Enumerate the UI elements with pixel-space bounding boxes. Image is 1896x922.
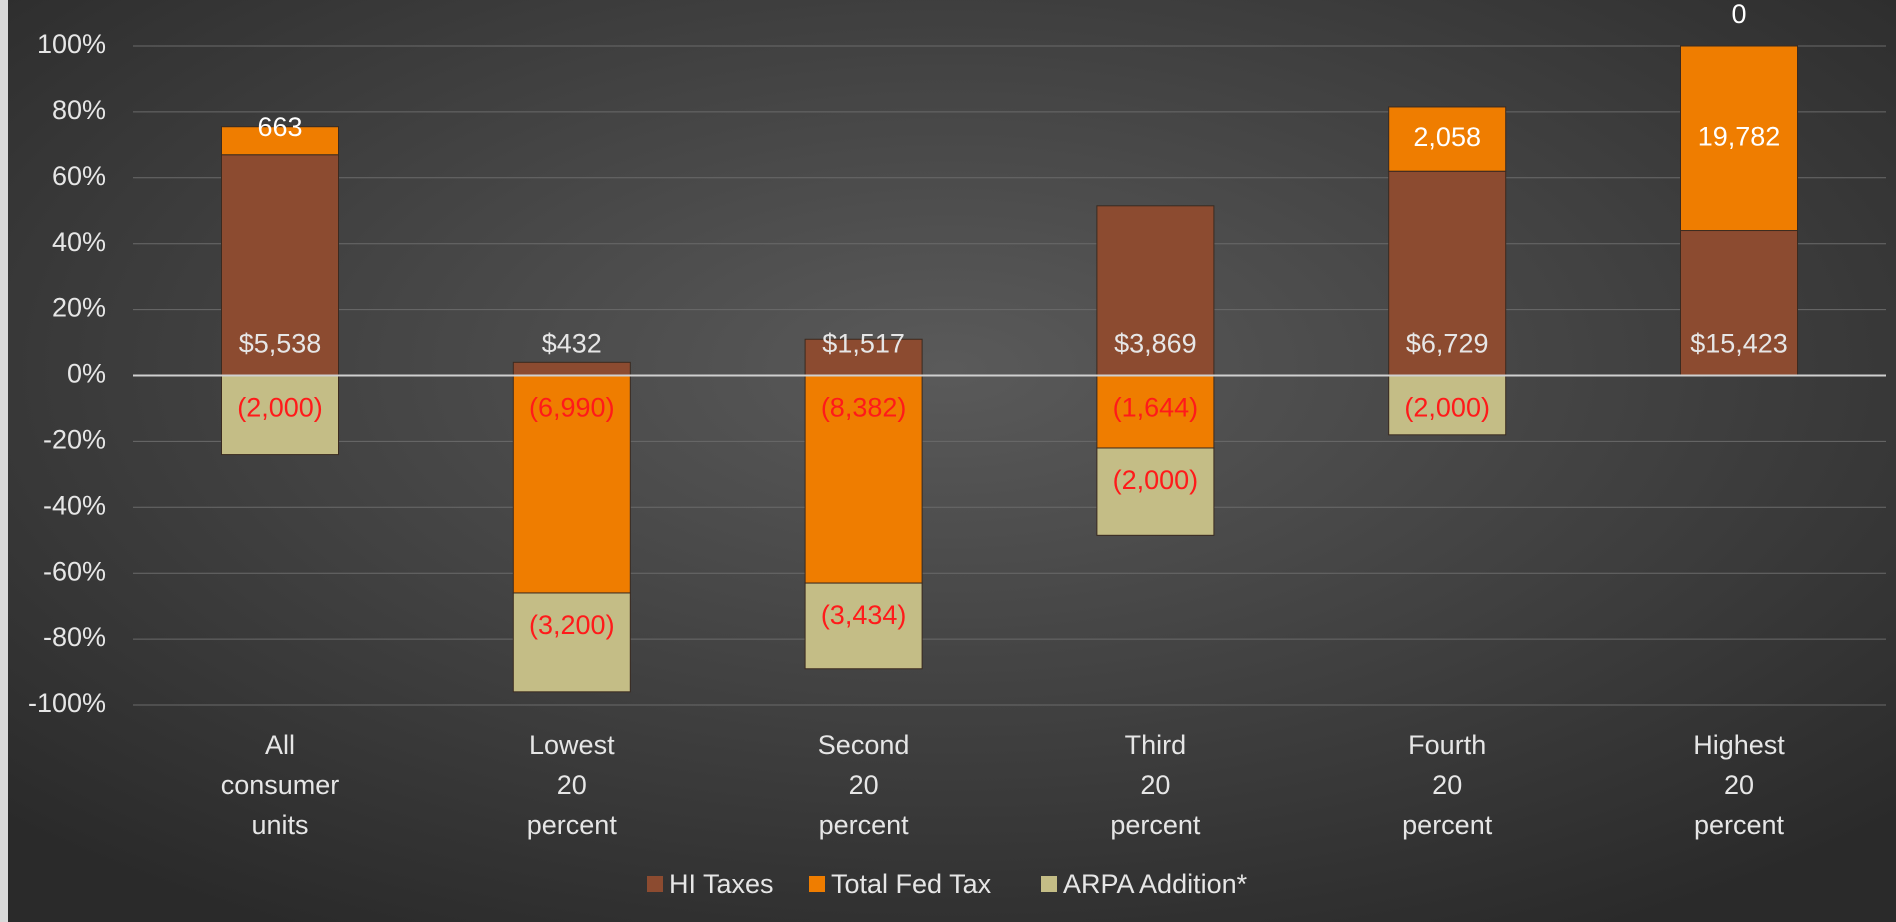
data-label: (1,644) bbox=[1113, 393, 1199, 423]
legend-swatch bbox=[647, 876, 663, 892]
bar-segment bbox=[1096, 447, 1215, 536]
legend-label: HI Taxes bbox=[669, 869, 774, 899]
data-label: $3,869 bbox=[1114, 329, 1197, 359]
bar-segment bbox=[512, 375, 631, 594]
bar-segment bbox=[221, 126, 339, 156]
bar-segment bbox=[512, 361, 631, 377]
x-tick-label: Fourth 20 percent bbox=[1402, 730, 1493, 840]
bar-segment bbox=[221, 154, 339, 376]
data-label: $15,423 bbox=[1690, 329, 1788, 359]
y-tick-label: 80% bbox=[52, 95, 106, 125]
bar-segment bbox=[804, 375, 923, 584]
data-label: (8,382) bbox=[821, 393, 907, 423]
bar-segment bbox=[1096, 375, 1215, 449]
bar-segment bbox=[1680, 45, 1798, 232]
bar-segment bbox=[804, 582, 923, 670]
data-label: (3,200) bbox=[529, 610, 615, 640]
data-label: $432 bbox=[542, 329, 602, 359]
data-label: $1,517 bbox=[822, 329, 905, 359]
y-tick-label: 0% bbox=[67, 359, 106, 389]
bar-segment bbox=[512, 592, 631, 693]
data-label: $6,729 bbox=[1406, 329, 1489, 359]
y-tick-label: -20% bbox=[43, 425, 106, 455]
x-tick-label: Highest 20 percent bbox=[1693, 730, 1785, 840]
y-tick-label: -100% bbox=[28, 688, 106, 718]
bar-segment bbox=[1096, 205, 1215, 376]
y-tick-label: 20% bbox=[52, 293, 106, 323]
bar-segment bbox=[804, 338, 923, 377]
x-tick-label: Lowest 20 percent bbox=[527, 730, 618, 840]
data-label: 2,058 bbox=[1413, 122, 1481, 152]
x-tick-label: All consumer units bbox=[221, 730, 340, 840]
x-tick-label: Second 20 percent bbox=[818, 730, 910, 840]
data-label: $5,538 bbox=[239, 329, 322, 359]
bar-segment bbox=[1388, 106, 1507, 172]
legend-swatch bbox=[1041, 876, 1057, 892]
data-label: 19,782 bbox=[1698, 121, 1781, 151]
data-label: (2,000) bbox=[1404, 393, 1490, 423]
legend-label: Total Fed Tax bbox=[831, 869, 992, 899]
y-tick-label: 60% bbox=[52, 161, 106, 191]
bar-segment bbox=[221, 375, 339, 456]
data-label: (2,000) bbox=[237, 393, 323, 423]
data-label: 663 bbox=[257, 112, 302, 142]
data-label: (3,434) bbox=[821, 600, 907, 630]
bar-segment bbox=[1388, 375, 1507, 436]
x-tick-label: Third 20 percent bbox=[1110, 730, 1201, 840]
y-tick-label: 40% bbox=[52, 227, 106, 257]
legend-label: ARPA Addition* bbox=[1063, 869, 1248, 899]
y-tick-label: -80% bbox=[43, 622, 106, 652]
y-tick-label: -40% bbox=[43, 490, 106, 520]
frame-edge bbox=[0, 0, 8, 922]
bar-segment bbox=[1388, 170, 1507, 376]
data-label: (2,000) bbox=[1113, 465, 1199, 495]
y-tick-label: -60% bbox=[43, 556, 106, 586]
legend-swatch bbox=[809, 876, 825, 892]
data-label: 0 bbox=[1731, 0, 1746, 29]
y-tick-label: 100% bbox=[37, 29, 106, 59]
data-label: (6,990) bbox=[529, 393, 615, 423]
